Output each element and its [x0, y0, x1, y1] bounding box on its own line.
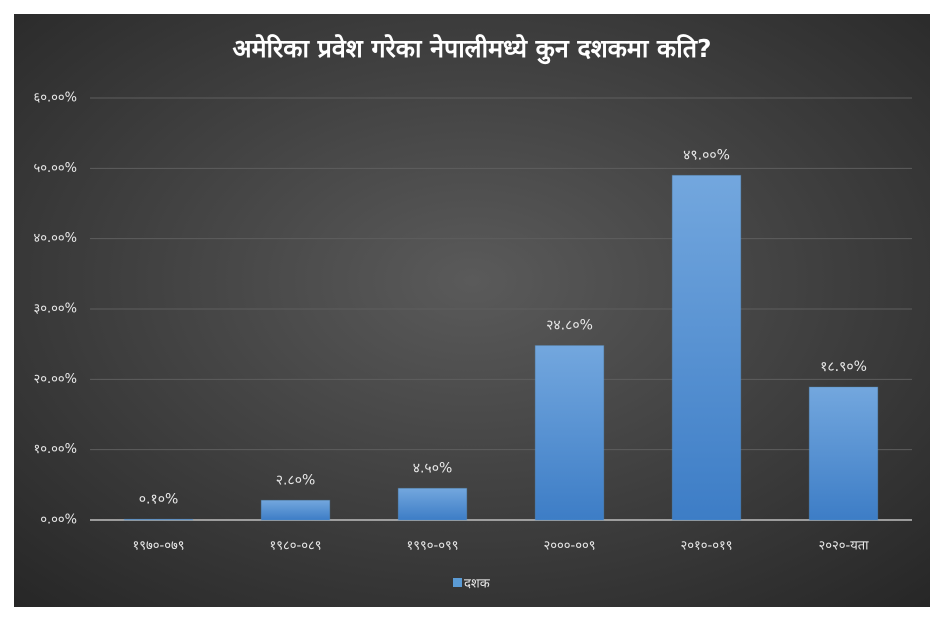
x-tick-label: १९७०-०७९ [132, 539, 184, 554]
y-tick-label: २०.००% [33, 372, 77, 387]
data-label: ४९.००% [683, 147, 730, 163]
data-label: ०.१०% [139, 491, 179, 507]
y-tick-label: ०.००% [40, 513, 77, 528]
bar [534, 345, 605, 521]
bar [260, 499, 331, 521]
data-label: १८.९०% [820, 359, 867, 375]
x-tick-label: १९९०-०९९ [406, 539, 458, 554]
bar [808, 386, 879, 521]
bar [397, 487, 468, 521]
data-label: ४.५०% [413, 460, 453, 476]
chart-background [14, 14, 930, 607]
x-tick-label: १९८०-०८९ [269, 539, 321, 554]
data-label: २४.८०% [546, 318, 593, 334]
y-tick-label: ३०.००% [33, 302, 77, 317]
legend-swatch [453, 578, 462, 587]
bar [123, 518, 194, 521]
y-tick-label: ५०.००% [33, 161, 77, 176]
bar [671, 174, 742, 521]
x-tick-label: २०१०-०१९ [680, 539, 732, 554]
x-tick-label: २०२०-यता [818, 539, 869, 554]
legend-label: दशक [464, 577, 491, 592]
data-label: २.८०% [276, 472, 316, 488]
y-tick-label: १०.००% [33, 442, 77, 457]
y-tick-label: ४०.००% [33, 231, 77, 246]
chart-title: अमेरिका प्रवेश गरेका नेपालीमध्ये कुन दशक… [233, 34, 712, 65]
y-tick-label: ६०.००% [33, 91, 77, 106]
x-tick-label: २०००-००९ [543, 539, 595, 554]
